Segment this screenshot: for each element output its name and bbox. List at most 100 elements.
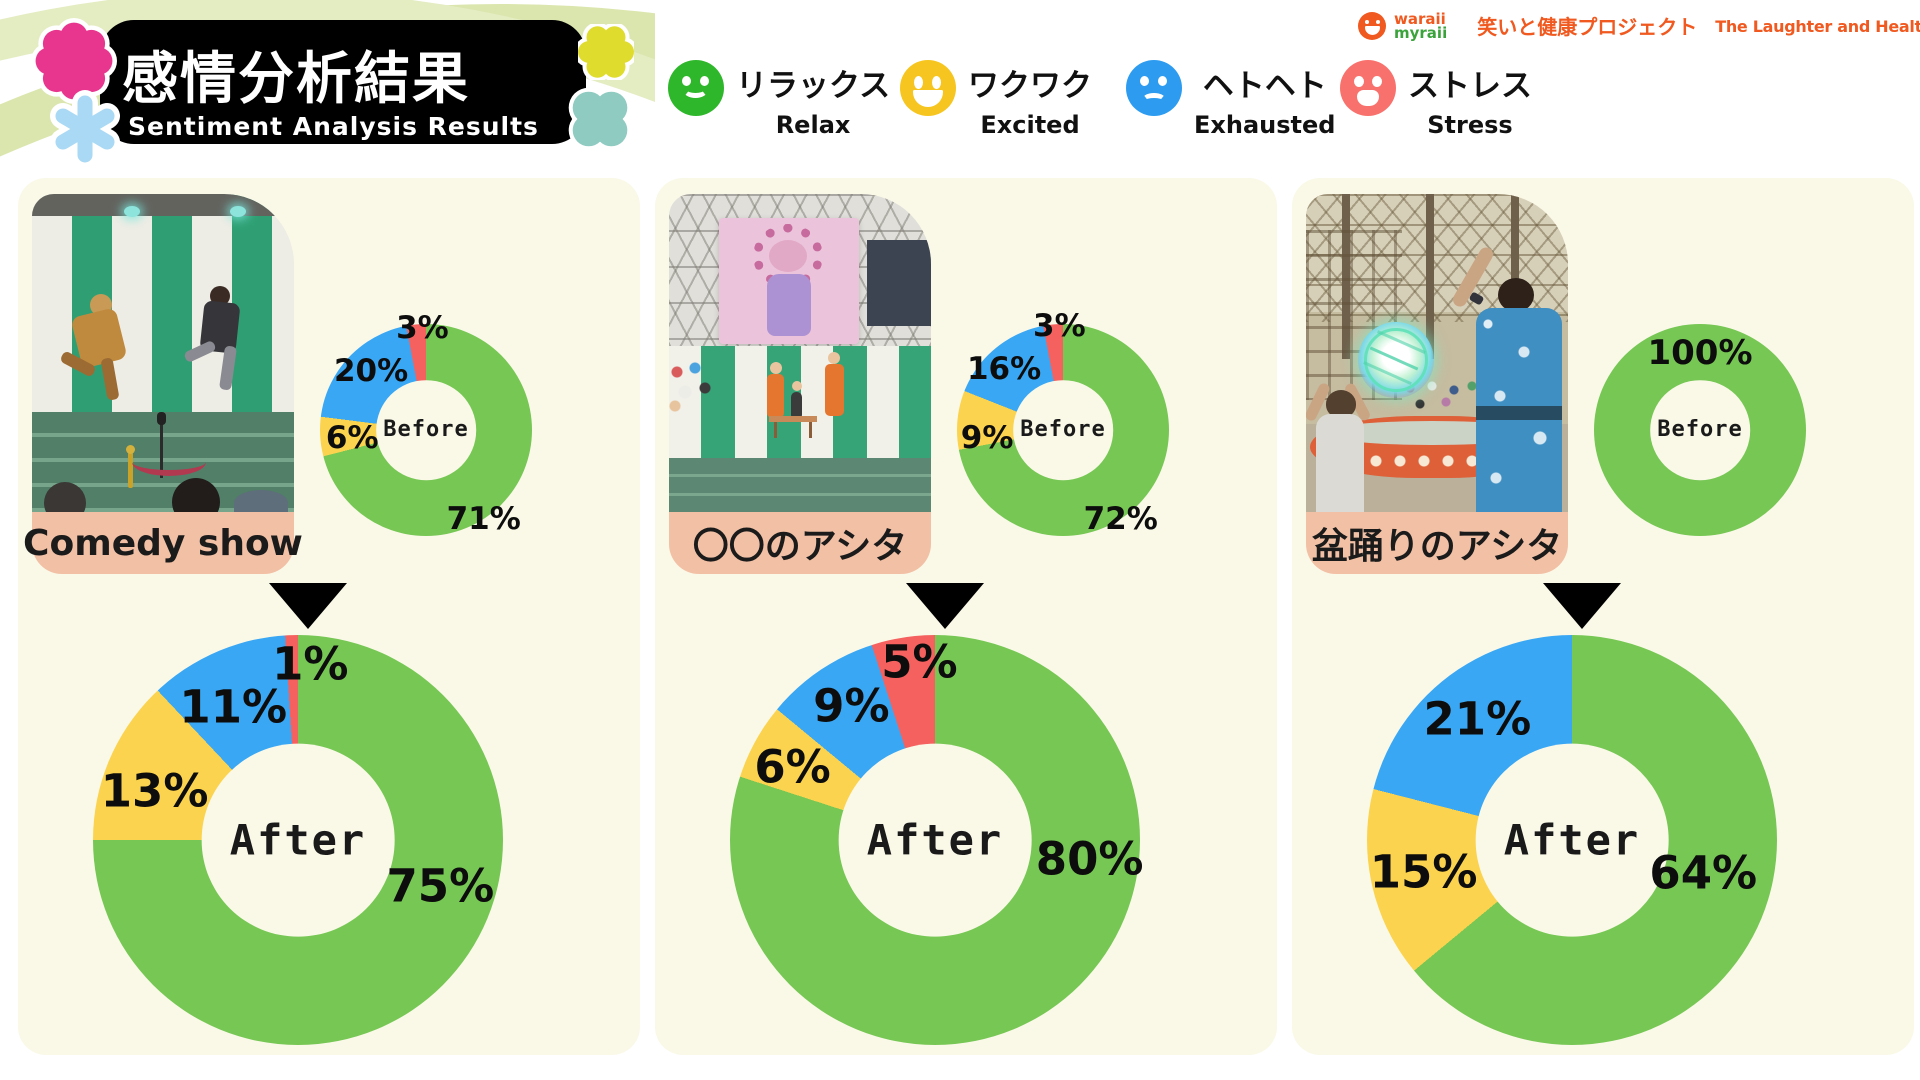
donut-percent-label: 21% xyxy=(1423,692,1532,746)
before-donut-chart: Before 100% xyxy=(1594,324,1806,536)
after-donut-chart: After 75% 13% 11% 1% xyxy=(93,635,503,1045)
child-figure xyxy=(791,381,802,420)
waraii-myraii-logo-icon xyxy=(1358,12,1386,40)
donut-percent-label: 64% xyxy=(1649,846,1758,900)
donut-hole: Before xyxy=(376,380,476,480)
project-title-jp: 笑いと健康プロジェクト xyxy=(1477,15,1698,39)
photo-comedy-show xyxy=(32,194,294,512)
photo-bonodori xyxy=(1306,194,1568,512)
donut-hole: Before xyxy=(1013,380,1113,480)
legend-item-relax: リラックス Relax xyxy=(668,60,890,138)
donut-center-label: Before xyxy=(1657,417,1743,443)
photo-ashita-stage xyxy=(669,194,931,512)
teal-flower-icon xyxy=(568,87,632,151)
pillar xyxy=(1426,194,1434,359)
stage-light xyxy=(124,206,140,217)
audience-head xyxy=(172,478,220,512)
donut-percent-label: 71% xyxy=(446,500,521,537)
donut-percent-label: 100% xyxy=(1647,332,1753,373)
stage-roof xyxy=(32,194,294,216)
yukata-dancer-figure xyxy=(1450,244,1568,512)
after-donut-chart: After 64% 15% 21% xyxy=(1367,635,1777,1045)
down-arrow-icon xyxy=(1543,583,1621,629)
after-donut-chart: After 80% 6% 9% 5% xyxy=(730,635,1143,1045)
page-subtitle: Sentiment Analysis Results xyxy=(128,112,539,141)
donut-percent-label: 72% xyxy=(1083,500,1158,537)
legend-item-excited: ワクワク Excited xyxy=(900,60,1092,138)
donut-hole: After xyxy=(1475,743,1669,937)
legend-label-jp: ヘトヘト xyxy=(1202,68,1327,104)
title-box: 感情分析結果 Sentiment Analysis Results xyxy=(100,20,586,144)
event-label-text: 盆踊りのアシタ xyxy=(1311,526,1563,567)
donut-hole: After xyxy=(201,743,395,937)
donut-percent-label: 9% xyxy=(813,679,890,733)
down-arrow-icon xyxy=(269,583,347,629)
donut-hole: Before xyxy=(1650,380,1750,480)
donut-center-label: Before xyxy=(383,417,469,443)
down-arrow-icon xyxy=(906,583,984,629)
rope-barrier xyxy=(132,448,206,476)
staff-figure xyxy=(767,362,784,418)
legend-label-en: Exhausted xyxy=(1194,111,1336,139)
donut-hole: After xyxy=(838,743,1032,937)
mascot-screen xyxy=(719,218,859,344)
event-label: 盆踊りのアシタ xyxy=(1306,512,1568,574)
relax-face-icon xyxy=(668,60,724,116)
legend-item-exhausted: ヘトヘト Exhausted xyxy=(1126,60,1335,138)
legend-label-jp: リラックス xyxy=(736,68,891,104)
event-label: 〇〇のアシタ xyxy=(669,512,931,574)
event-panel-bonodori: 盆踊りのアシタ Before 100% After 64% 15% 21% xyxy=(1292,178,1914,1055)
legend-label-en: Relax xyxy=(775,111,851,139)
logo-name: waraii myraii xyxy=(1394,10,1448,42)
project-title-en: The Laughter and Health Project + xyxy=(1715,12,1920,42)
stage-light xyxy=(230,206,246,217)
exhausted-face-icon xyxy=(1126,60,1182,116)
stage-floor xyxy=(669,458,931,512)
donut-percent-label: 16% xyxy=(966,350,1042,387)
page-title: 感情分析結果 xyxy=(122,47,470,112)
logo-name-line2: myraii xyxy=(1394,24,1448,42)
side-screen xyxy=(867,240,931,326)
event-photo-card: Comedy show xyxy=(23,194,303,574)
donut-percent-label: 9% xyxy=(960,419,1014,456)
donut-percent-label: 5% xyxy=(881,635,958,689)
legend-label-en: Stress xyxy=(1427,111,1513,139)
donut-percent-label: 13% xyxy=(100,764,209,818)
event-label: Comedy show xyxy=(23,512,303,574)
donut-center-label: After xyxy=(229,815,367,865)
donut-percent-label: 11% xyxy=(179,680,288,734)
donut-percent-label: 80% xyxy=(1035,832,1144,886)
donut-center-label: Before xyxy=(1020,417,1106,443)
donut-percent-label: 75% xyxy=(386,859,495,913)
audience-head xyxy=(44,482,86,512)
before-donut-chart: Before 71% 6% 20% 3% xyxy=(320,310,532,537)
donut-percent-label: 20% xyxy=(333,353,409,390)
donut-percent-label: 3% xyxy=(1033,308,1086,345)
excited-face-icon xyxy=(900,60,956,116)
logo-name-line1: waraii xyxy=(1394,10,1446,28)
donut-center-label: After xyxy=(1503,815,1641,865)
legend-label-jp: ワクワク xyxy=(968,68,1092,104)
legend-label-en: Excited xyxy=(980,111,1080,139)
performer-figure xyxy=(59,294,160,424)
event-photo-card: 盆踊りのアシタ xyxy=(1306,194,1568,574)
blue-asterisk-icon xyxy=(50,90,120,168)
donut-percent-label: 6% xyxy=(754,740,831,794)
performer-figure xyxy=(182,286,272,426)
event-panel-comedy-show: Comedy show Before 71% 6% 20% 3% After 75% 1… xyxy=(18,178,640,1055)
event-photo-card: 〇〇のアシタ xyxy=(669,194,931,574)
donut-center-label: After xyxy=(866,815,1004,865)
audience-hat xyxy=(234,490,288,512)
header: 感情分析結果 Sentiment Analysis Results xyxy=(0,0,1920,178)
donut-percent-label: 6% xyxy=(325,419,379,456)
crowd-left xyxy=(669,362,715,422)
donut-percent-label: 15% xyxy=(1369,845,1478,899)
project-title-en-text: The Laughter and Health Project xyxy=(1715,17,1920,36)
legend-label-jp: ストレス xyxy=(1408,68,1532,104)
rope-pole xyxy=(126,445,135,488)
staff-figure xyxy=(825,352,844,416)
legend-item-stress: ストレス Stress xyxy=(1340,60,1532,138)
yellow-flower-icon xyxy=(578,24,634,80)
pink-flower-icon xyxy=(31,18,117,104)
